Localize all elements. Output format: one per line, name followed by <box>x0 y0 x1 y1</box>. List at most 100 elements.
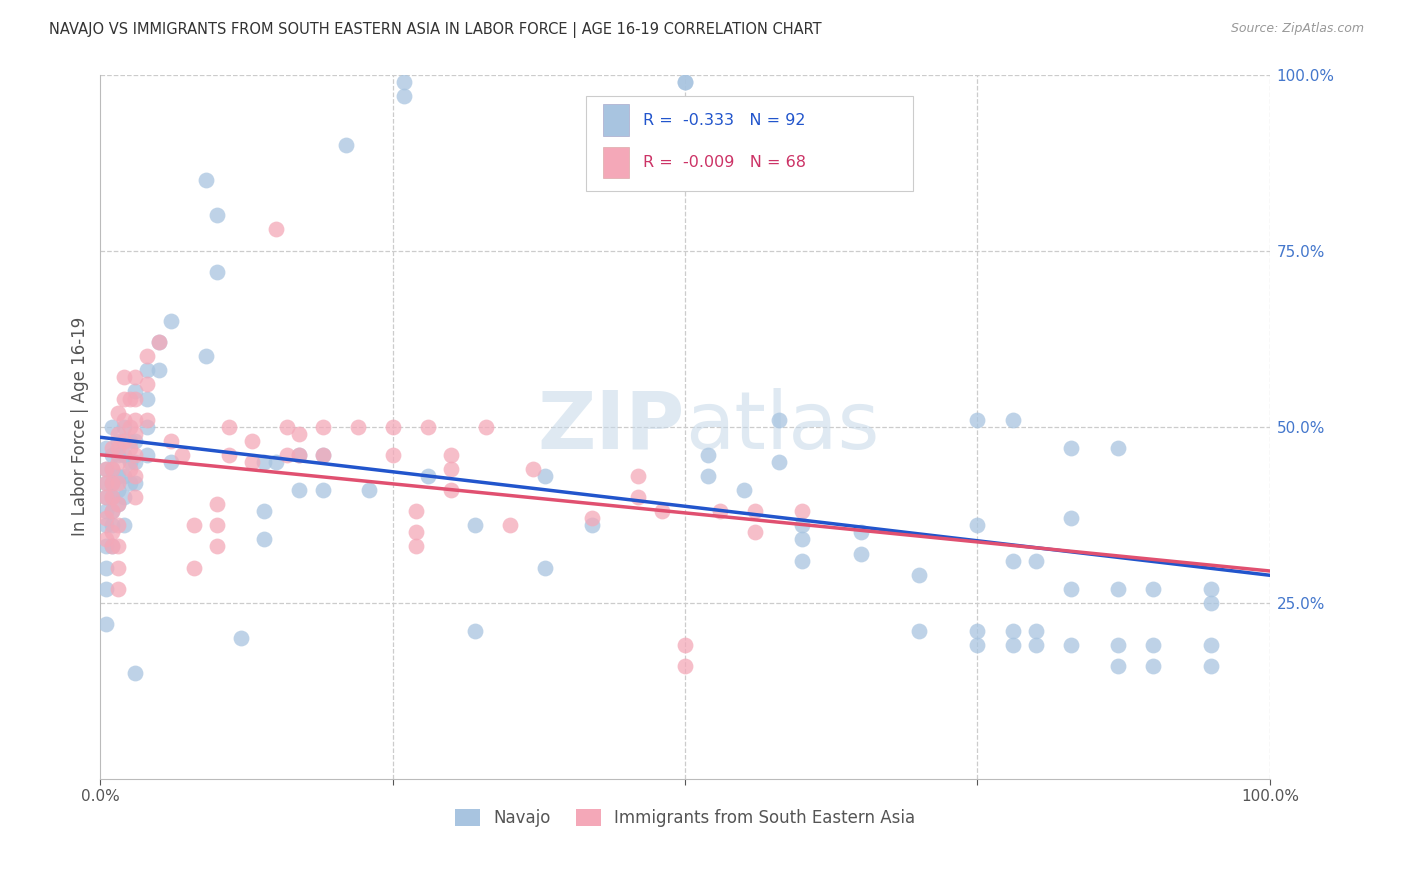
Point <box>966 624 988 638</box>
Point <box>207 518 229 533</box>
Point <box>381 448 404 462</box>
Point <box>96 490 118 504</box>
Point <box>744 525 766 540</box>
Point <box>697 448 720 462</box>
Point <box>118 419 141 434</box>
Point <box>101 490 124 504</box>
FancyBboxPatch shape <box>586 95 912 191</box>
Point <box>96 462 118 476</box>
Point <box>966 638 988 652</box>
Point <box>112 469 135 483</box>
Point <box>1142 582 1164 596</box>
Point <box>159 434 181 448</box>
Point <box>101 462 124 476</box>
Point <box>124 666 146 681</box>
Point <box>627 469 650 483</box>
Point <box>1060 441 1083 455</box>
Point <box>288 448 311 462</box>
Point <box>242 434 264 448</box>
Point <box>107 441 129 455</box>
Point <box>96 518 118 533</box>
Point <box>112 448 135 462</box>
Point <box>1107 659 1129 673</box>
Point <box>124 370 146 384</box>
Point <box>101 462 124 476</box>
Point <box>253 533 276 547</box>
Point <box>253 504 276 518</box>
Point <box>118 434 141 448</box>
Point <box>733 483 755 497</box>
Point <box>697 469 720 483</box>
Point <box>1025 624 1047 638</box>
Point <box>124 412 146 426</box>
Point <box>124 455 146 469</box>
Point <box>118 462 141 476</box>
Bar <box>603 146 628 178</box>
Point <box>136 377 159 392</box>
Point <box>276 419 298 434</box>
Point <box>1201 659 1223 673</box>
Point <box>112 419 135 434</box>
Point <box>581 511 603 525</box>
Point <box>288 426 311 441</box>
Point <box>101 504 124 518</box>
Point <box>207 208 229 222</box>
Point <box>118 476 141 491</box>
Point <box>101 448 124 462</box>
Point <box>1060 582 1083 596</box>
Point <box>335 138 357 153</box>
Point <box>107 483 129 497</box>
Point <box>627 490 650 504</box>
Point <box>1201 596 1223 610</box>
Point <box>790 533 813 547</box>
Point <box>966 518 988 533</box>
Text: atlas: atlas <box>685 388 880 466</box>
Text: NAVAJO VS IMMIGRANTS FROM SOUTH EASTERN ASIA IN LABOR FORCE | AGE 16-19 CORRELAT: NAVAJO VS IMMIGRANTS FROM SOUTH EASTERN … <box>49 22 823 38</box>
Point <box>253 455 276 469</box>
Point <box>96 560 118 574</box>
Point <box>136 363 159 377</box>
Point <box>183 560 205 574</box>
Point <box>148 335 170 350</box>
Point <box>440 483 463 497</box>
Point <box>1001 638 1024 652</box>
Point <box>124 434 146 448</box>
Text: R =  -0.009   N = 68: R = -0.009 N = 68 <box>643 155 806 170</box>
Point <box>638 138 661 153</box>
Point <box>107 426 129 441</box>
Point <box>533 469 555 483</box>
Point <box>148 363 170 377</box>
Point <box>118 441 141 455</box>
Point <box>96 540 118 554</box>
Point <box>533 560 555 574</box>
Point <box>1142 638 1164 652</box>
Point <box>194 173 217 187</box>
Point <box>107 497 129 511</box>
Point <box>966 412 988 426</box>
Point <box>673 638 696 652</box>
Point <box>96 441 118 455</box>
Point <box>405 504 427 518</box>
Point <box>218 419 240 434</box>
Point <box>311 448 333 462</box>
Point <box>581 518 603 533</box>
Point <box>522 462 544 476</box>
Point <box>124 448 146 462</box>
Point <box>849 525 872 540</box>
Point <box>1001 412 1024 426</box>
Point <box>101 540 124 554</box>
Point <box>709 504 731 518</box>
Point <box>207 540 229 554</box>
Point <box>440 448 463 462</box>
Point <box>311 448 333 462</box>
Point <box>96 616 118 631</box>
Point <box>107 582 129 596</box>
Point <box>107 476 129 491</box>
Point <box>101 419 124 434</box>
Point <box>124 469 146 483</box>
Point <box>112 412 135 426</box>
Point <box>112 490 135 504</box>
Point <box>498 518 520 533</box>
Point <box>112 518 135 533</box>
Point <box>136 412 159 426</box>
